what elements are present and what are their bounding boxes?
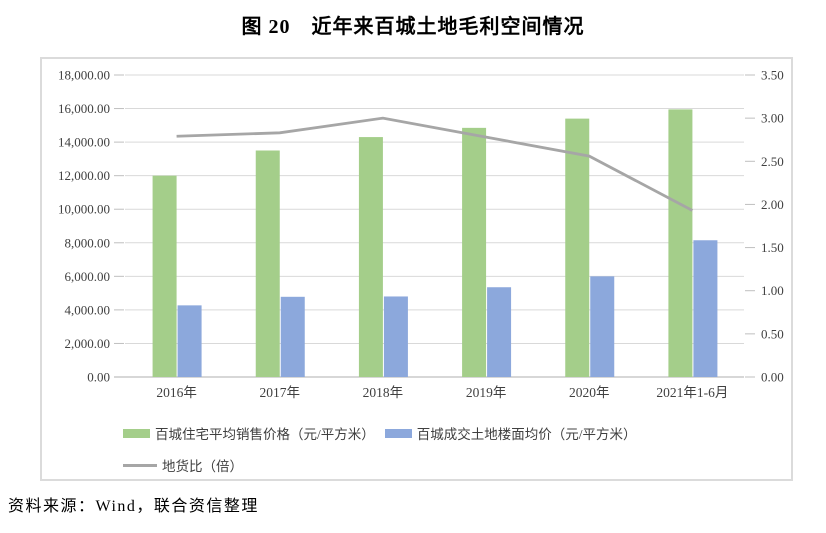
x-axis-category-label: 2018年	[363, 385, 404, 400]
left-axis-tick-label: 10,000.00	[58, 202, 110, 217]
left-axis-tick-label: 8,000.00	[65, 235, 111, 250]
right-axis-tick-label: 1.00	[761, 283, 784, 298]
left-axis-tick-label: 2,000.00	[65, 336, 111, 351]
left-axis-tick-label: 6,000.00	[65, 269, 111, 284]
right-axis-tick-label: 2.00	[761, 197, 784, 212]
source-note: 资料来源：Wind，联合资信整理	[8, 498, 259, 515]
right-axis-tick-label: 1.50	[761, 240, 784, 255]
left-axis-tick-label: 16,000.00	[58, 101, 110, 116]
bar-green-2017年	[255, 150, 280, 377]
legend-row-2: 地货比（倍）	[123, 455, 647, 475]
figure-title: 图 20 近年来百城土地毛利空间情况	[241, 16, 585, 38]
bar-blue-2021年1-6月	[693, 240, 718, 377]
left-axis-tick-label: 4,000.00	[65, 302, 111, 317]
x-axis-category-label: 2016年	[156, 385, 197, 400]
left-axis-tick-label: 0.00	[87, 370, 110, 385]
legend-swatch-gray-line	[123, 463, 157, 467]
chart-container: 0.00 2,000.00 4,000.00 6,000.00 8,000.00 10,0…	[40, 57, 793, 481]
bar-green-2019年	[462, 127, 487, 377]
left-axis-tick-label: 18,000.00	[58, 68, 110, 83]
right-axis-tick-label: 3.50	[761, 68, 784, 83]
bar-blue-2020年	[590, 276, 615, 377]
bar-green-2020年	[565, 118, 590, 377]
legend-label-land-floor-price: 百城成交土地楼面均价（元/平方米）	[416, 427, 637, 442]
chart-legend: 百城住宅平均销售价格（元/平方米） 百城成交土地楼面均价（元/平方米） 地货比（…	[123, 423, 647, 475]
right-axis-tick-label: 0.50	[761, 326, 784, 341]
legend-swatch-green-bar	[123, 428, 150, 438]
combo-chart-plot: 0.00 2,000.00 4,000.00 6,000.00 8,000.00 10,0…	[58, 68, 784, 401]
bar-blue-2017年	[280, 296, 305, 377]
x-axis-category-label: 2021年1-6月	[656, 385, 728, 400]
legend-swatch-blue-bar	[384, 428, 412, 438]
bar-blue-2016年	[177, 305, 202, 377]
ratio-line	[176, 116, 694, 212]
x-axis-category-label: 2020年	[569, 385, 610, 400]
left-axis-tick-label: 12,000.00	[58, 168, 110, 183]
bar-green-2021年1-6月	[668, 109, 693, 377]
right-axis-tick-label: 0.00	[761, 370, 784, 385]
x-axis-category-label: 2017年	[260, 385, 301, 400]
right-axis-tick-label: 3.00	[761, 111, 784, 126]
legend-label-housing-price: 百城住宅平均销售价格（元/平方米）	[155, 427, 375, 442]
bar-blue-2018年	[383, 296, 408, 377]
legend-label-land-price-ratio: 地货比（倍）	[162, 459, 243, 474]
bar-green-2018年	[358, 137, 383, 377]
legend-row-1: 百城住宅平均销售价格（元/平方米） 百城成交土地楼面均价（元/平方米）	[123, 423, 647, 443]
x-axis-category-label: 2019年	[466, 385, 507, 400]
bar-green-2016年	[152, 175, 177, 377]
right-axis-tick-label: 2.50	[761, 154, 784, 169]
bar-blue-2019年	[487, 287, 512, 377]
left-axis-tick-label: 14,000.00	[58, 135, 110, 150]
